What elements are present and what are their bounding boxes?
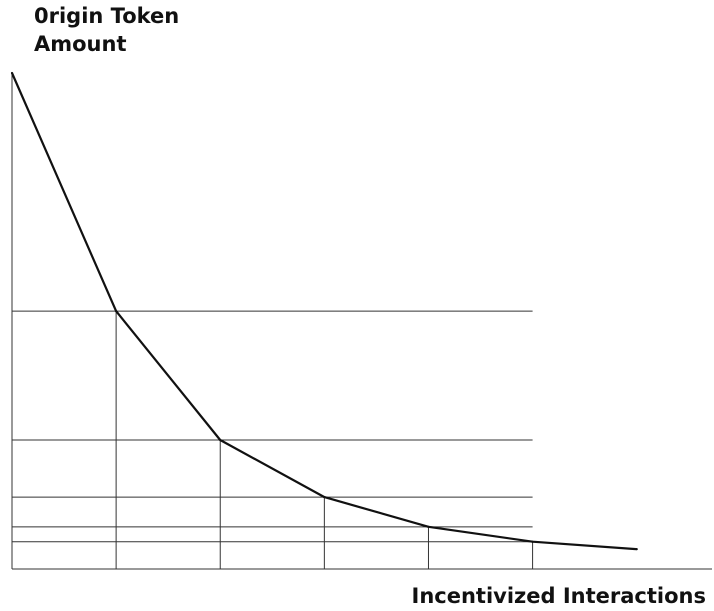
data-point — [10, 71, 14, 75]
data-point — [219, 438, 222, 442]
y-axis-label: 0rigin Token Amount — [34, 2, 179, 58]
axes — [11, 73, 712, 570]
data-point — [115, 309, 118, 313]
grid-lines — [12, 310, 534, 569]
data-point — [531, 540, 534, 543]
series-layer — [10, 71, 638, 551]
data-point — [635, 548, 638, 551]
data-point — [427, 525, 430, 528]
y-axis-label-line-1: 0rigin Token — [34, 4, 180, 28]
data-point — [323, 495, 326, 499]
y-axis-label-line-2: Amount — [34, 32, 127, 56]
x-axis-label: Incentivized Interactions — [411, 584, 706, 608]
